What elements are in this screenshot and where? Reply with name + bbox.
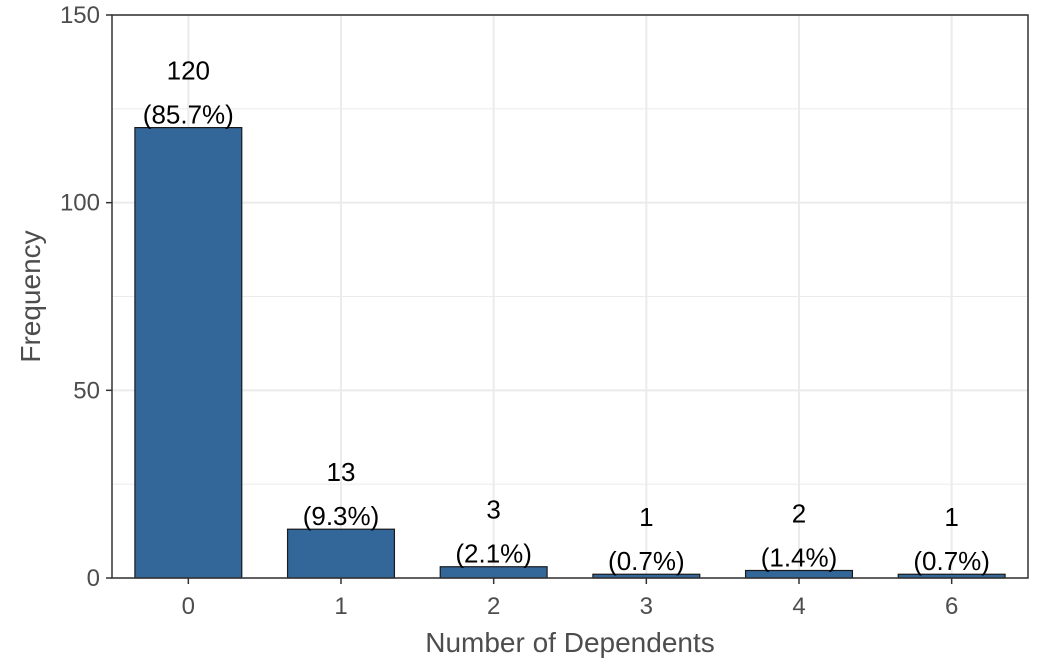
x-tick-label: 6 [945,593,958,620]
data-labels: (85.7%) 120 (9.3%) 13 (2.1%) 3 (0.7%) 1 (1.4%) 2 (… [143,56,990,577]
x-axis-title: Number of Dependents [425,627,715,658]
y-axis-title: Frequency [15,230,46,362]
bars [134,126,1006,579]
count-label: 1 [944,502,958,532]
y-axis: 0 50 100 150 [60,2,112,592]
y-tick-label: 150 [60,2,100,29]
x-tick-label: 0 [182,593,195,620]
percent-label: (2.1%) [455,539,532,569]
x-tick-label: 4 [792,593,805,620]
panel-border [111,14,1029,579]
percent-label: (1.4%) [761,542,838,572]
percent-label: (9.3%) [303,501,380,531]
x-axis: 0 1 2 3 4 6 [182,578,958,620]
percent-label: (0.7%) [608,546,685,576]
count-label: 1 [639,502,653,532]
y-tick-label: 0 [87,565,100,592]
x-tick-label: 2 [487,593,500,620]
bar [134,126,243,579]
x-tick-label: 1 [334,593,347,620]
percent-label: (0.7%) [913,546,990,576]
percent-label: (85.7%) [143,100,234,130]
grid-lines [112,14,1028,579]
y-tick-label: 50 [73,377,100,404]
count-label: 3 [486,495,500,525]
y-tick-label: 100 [60,190,100,217]
x-tick-label: 3 [640,593,653,620]
count-label: 2 [792,498,806,528]
count-label: 13 [327,457,356,487]
count-label: 120 [167,56,210,86]
bar [286,528,396,579]
